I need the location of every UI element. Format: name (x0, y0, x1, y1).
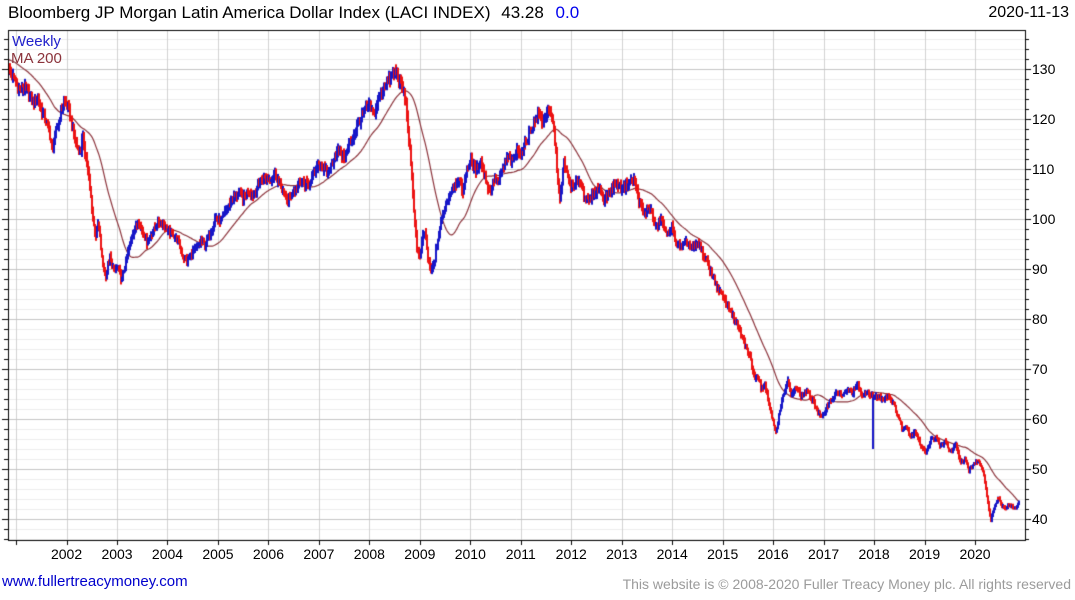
x-axis-tick-label: 2007 (303, 546, 335, 562)
y-axis-tick-label: 110 (1032, 161, 1055, 177)
x-axis-tick-label: 2009 (404, 546, 436, 562)
y-axis-tick-label: 50 (1032, 461, 1048, 477)
x-axis-tick-label: 2019 (908, 546, 941, 562)
x-axis-tick-label: 2014 (656, 546, 688, 562)
x-axis-tick-label: 2018 (858, 546, 890, 562)
x-axis-tick-label: 2013 (606, 546, 638, 562)
y-axis-tick-label: 130 (1032, 61, 1056, 77)
x-axis-tick-label: 2006 (252, 546, 284, 562)
y-axis-tick-label: 90 (1032, 261, 1048, 277)
x-axis-tick-label: 2003 (101, 546, 133, 562)
as-of-date: 2020-11-13 (988, 4, 1069, 21)
legend-ma200: MA 200 (11, 50, 62, 67)
y-axis-tick-label: 40 (1032, 511, 1048, 527)
chart-change-value: 0.0 (555, 3, 580, 22)
x-axis-tick-label: 2004 (151, 546, 184, 562)
x-axis-tick-label: 2017 (808, 546, 840, 562)
chart-last-price: 43.28 (501, 3, 544, 22)
website-link[interactable]: www.fullertreacymoney.com (2, 573, 188, 590)
y-axis-tick-label: 80 (1032, 311, 1048, 327)
y-axis-tick-label: 120 (1032, 111, 1056, 127)
x-axis-tick-label: 2011 (505, 546, 536, 562)
y-axis-tick-label: 70 (1032, 361, 1048, 377)
legend-frequency: Weekly (12, 33, 61, 50)
x-axis-tick-label: 2002 (50, 546, 83, 562)
copyright-notice: This website is © 2008-2020 Fuller Treac… (622, 576, 1071, 592)
y-axis-tick-label: 60 (1032, 411, 1048, 427)
x-axis-tick-label: 2008 (353, 546, 385, 562)
x-axis-tick-label: 2005 (202, 546, 234, 562)
x-axis-tick-label: 2015 (707, 546, 739, 562)
x-axis-tick-label: 2016 (757, 546, 789, 562)
x-axis-tick-label: 2012 (555, 546, 587, 562)
y-axis-tick-label: 100 (1032, 211, 1056, 227)
x-axis-tick-label: 2020 (959, 546, 991, 562)
chart-title: Bloomberg JP Morgan Latin America Dollar… (8, 3, 579, 23)
x-axis-tick-label: 2010 (454, 546, 486, 562)
chart-title-text: Bloomberg JP Morgan Latin America Dollar… (8, 3, 491, 22)
